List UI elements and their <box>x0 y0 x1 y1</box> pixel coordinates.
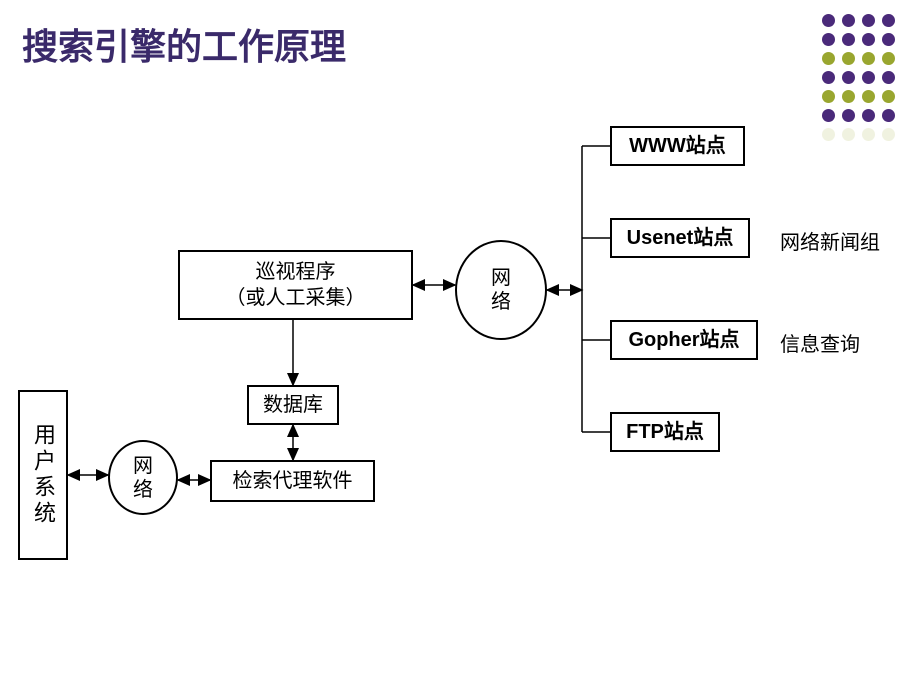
node-usenet-label: Usenet站点 <box>627 225 734 251</box>
label-infoquery: 信息查询 <box>780 328 860 357</box>
node-crawler: 巡视程序（或人工采集） <box>178 250 413 320</box>
page-title: 搜索引擎的工作原理 <box>22 18 346 70</box>
node-network-right: 网络 <box>455 240 547 340</box>
node-database: 数据库 <box>247 385 339 425</box>
node-network-left-label: 网络 <box>133 454 153 502</box>
node-database-label: 数据库 <box>263 392 323 418</box>
node-retrieval-agent-label: 检索代理软件 <box>233 468 353 494</box>
label-newsgroup: 网络新闻组 <box>780 226 880 255</box>
node-www-label: WWW站点 <box>629 133 726 159</box>
node-gopher: Gopher站点 <box>610 320 758 360</box>
node-user-system-label: 用户系统 <box>27 423 59 527</box>
node-user-system: 用户系统 <box>18 390 68 560</box>
node-gopher-label: Gopher站点 <box>628 327 739 353</box>
node-network-right-label: 网络 <box>491 266 511 314</box>
node-crawler-label: 巡视程序（或人工采集） <box>226 259 366 311</box>
node-www: WWW站点 <box>610 126 745 166</box>
node-ftp-label: FTP站点 <box>626 419 704 445</box>
node-retrieval-agent: 检索代理软件 <box>210 460 375 502</box>
node-network-left: 网络 <box>108 440 178 515</box>
node-usenet: Usenet站点 <box>610 218 750 258</box>
node-ftp: FTP站点 <box>610 412 720 452</box>
